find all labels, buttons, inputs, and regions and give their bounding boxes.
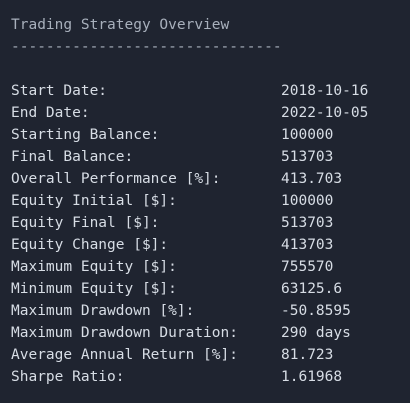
metric-label: Overall Performance [%]: [11, 171, 221, 187]
metric-label: Final Balance: [11, 149, 134, 165]
metric-label: Maximum Equity [$]: [11, 259, 177, 275]
metric-row-equity-change: Equity Change [$]: 413703 [11, 234, 410, 256]
metric-row-final-balance: Final Balance: 513703 [11, 146, 410, 168]
metric-value: 513703 [281, 149, 334, 165]
metric-value: 81.723 [281, 347, 334, 363]
metric-value: 755570 [281, 259, 334, 275]
report-header: Trading Strategy Overview --------------… [11, 14, 410, 58]
metric-label: End Date: [11, 105, 90, 121]
metric-row-starting-balance: Starting Balance: 100000 [11, 124, 410, 146]
metric-label: Starting Balance: [11, 127, 160, 143]
metric-value: 413703 [281, 237, 334, 253]
title-underline: ------------------------------- [11, 39, 282, 55]
metric-label: Sharpe Ratio: [11, 369, 125, 385]
metric-label: Equity Initial [$]: [11, 193, 177, 209]
metric-value: 2022-10-05 [281, 105, 369, 121]
metric-row-equity-final: Equity Final [$]: 513703 [11, 212, 410, 234]
metric-value: 100000 [281, 193, 334, 209]
metric-label: Average Annual Return [%]: [11, 347, 238, 363]
metric-row-maximum-equity: Maximum Equity [$]: 755570 [11, 256, 410, 278]
metric-value: -50.8595 [281, 303, 351, 319]
metric-label: Maximum Drawdown Duration: [11, 325, 238, 341]
metric-value: 100000 [281, 127, 334, 143]
metric-row-maximum-drawdown-duration: Maximum Drawdown Duration: 290 days [11, 322, 410, 344]
metric-value: 413.703 [281, 171, 343, 187]
metric-row-average-annual-return: Average Annual Return [%]: 81.723 [11, 344, 410, 366]
metric-value: 1.61968 [281, 369, 343, 385]
metric-value: 290 days [281, 325, 351, 341]
metrics-list: Start Date: 2018-10-16 End Date: 2022-10… [11, 80, 410, 388]
metric-label: Start Date: [11, 83, 108, 99]
metric-value: 513703 [281, 215, 334, 231]
metric-row-end-date: End Date: 2022-10-05 [11, 102, 410, 124]
metric-row-overall-performance: Overall Performance [%]: 413.703 [11, 168, 410, 190]
metric-row-equity-initial: Equity Initial [$]: 100000 [11, 190, 410, 212]
metric-label: Minimum Equity [$]: [11, 281, 177, 297]
report-title: Trading Strategy Overview [11, 17, 230, 33]
metric-row-minimum-equity: Minimum Equity [$]: 63125.6 [11, 278, 410, 300]
metric-label: Equity Change [$]: [11, 237, 169, 253]
metric-row-start-date: Start Date: 2018-10-16 [11, 80, 410, 102]
metric-value: 2018-10-16 [281, 83, 369, 99]
metric-row-sharpe-ratio: Sharpe Ratio: 1.61968 [11, 366, 410, 388]
metric-value: 63125.6 [281, 281, 343, 297]
metric-label: Maximum Drawdown [%]: [11, 303, 195, 319]
metric-row-maximum-drawdown: Maximum Drawdown [%]: -50.8595 [11, 300, 410, 322]
metric-label: Equity Final [$]: [11, 215, 160, 231]
